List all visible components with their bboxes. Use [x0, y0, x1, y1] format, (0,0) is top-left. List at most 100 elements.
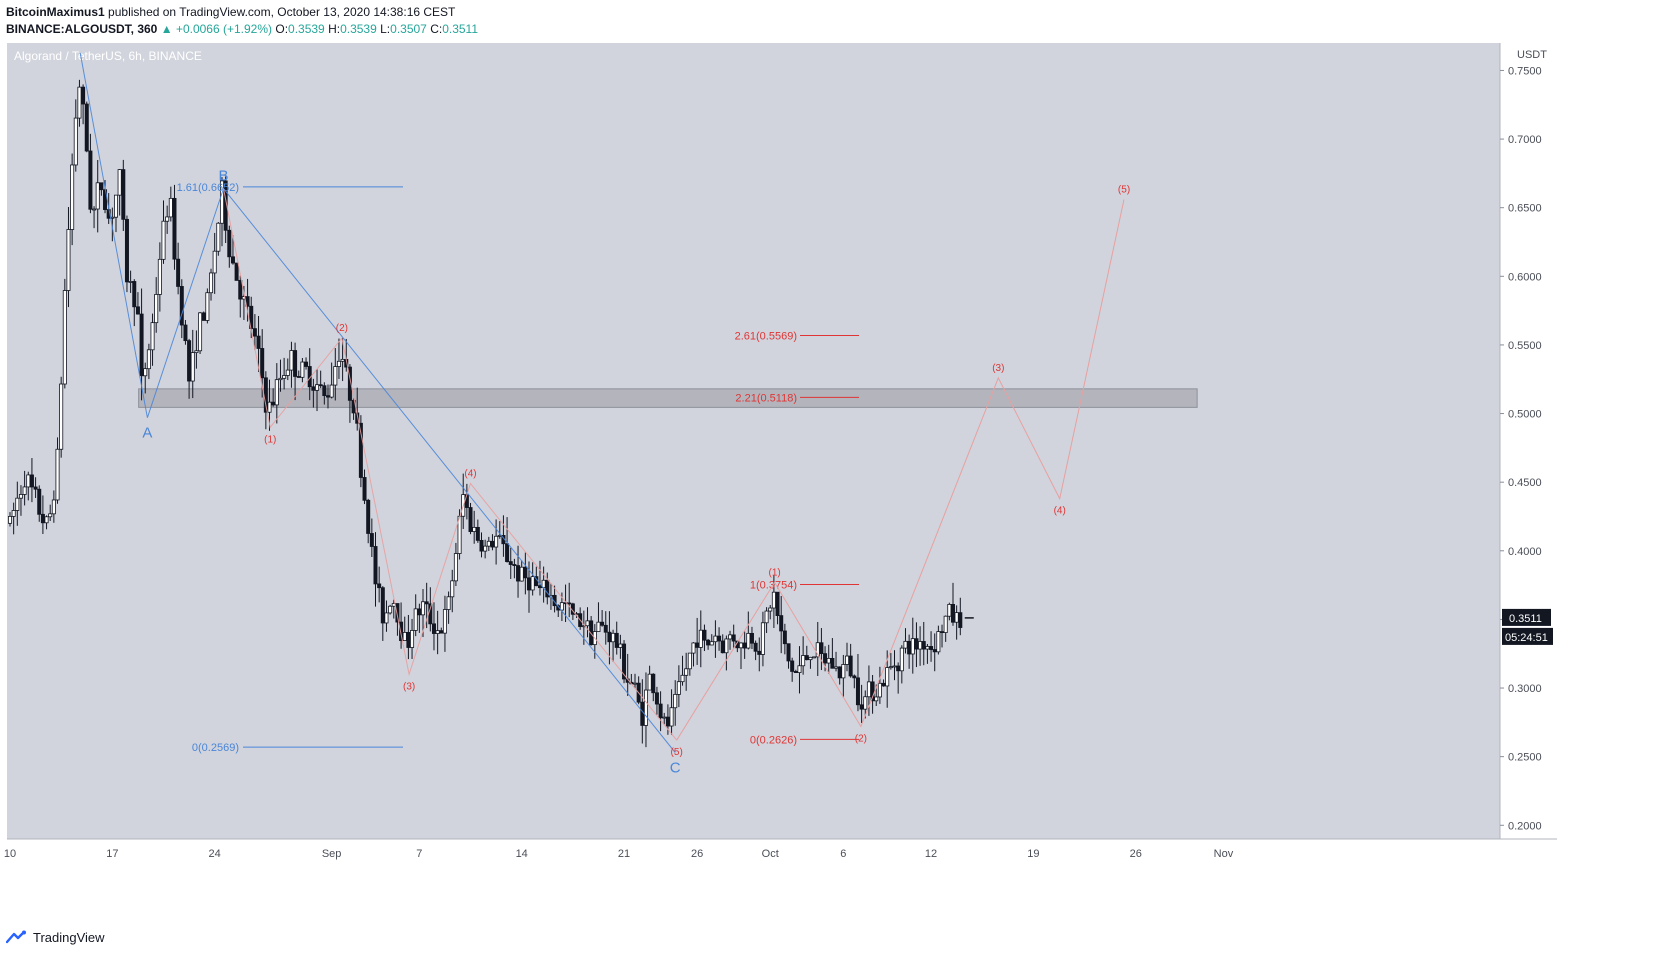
- low-label: L:: [380, 22, 391, 36]
- candle-body: [325, 395, 330, 398]
- candle-body: [746, 632, 751, 649]
- open-value: 0.3539: [288, 22, 325, 36]
- candle-body: [874, 696, 879, 702]
- candle-body: [29, 474, 34, 488]
- candle-body: [70, 164, 75, 230]
- candle-body: [819, 642, 824, 655]
- abc-wave-line: [79, 52, 676, 753]
- candle-body: [505, 543, 510, 562]
- x-tick-label: 14: [516, 848, 528, 860]
- candle-body: [801, 655, 806, 667]
- candle-body: [516, 565, 521, 582]
- candle-body: [18, 494, 23, 499]
- x-tick-label: 19: [1027, 848, 1039, 860]
- candle-body: [128, 281, 133, 283]
- wave-label: (2): [855, 733, 867, 744]
- candle-body: [241, 296, 246, 300]
- candle-body: [366, 499, 371, 534]
- candle-body: [523, 566, 528, 579]
- candle-body: [157, 258, 162, 295]
- candle-body: [165, 216, 170, 222]
- candle-body: [179, 286, 184, 326]
- candle-body: [790, 660, 795, 672]
- candle-body: [336, 360, 341, 367]
- candle-body: [717, 635, 722, 642]
- candle-body: [804, 655, 809, 661]
- candle-body: [227, 229, 232, 258]
- candle-body: [388, 605, 393, 614]
- open-label: O:: [275, 22, 289, 36]
- price-chart[interactable]: Algorand / TetherUS, 6h, BINANCE USDT 0.75…: [0, 40, 1657, 925]
- candle-body: [183, 324, 188, 342]
- candle-body: [742, 642, 747, 649]
- candle-body: [252, 328, 257, 337]
- candle-body: [490, 540, 495, 548]
- candle-body: [293, 350, 298, 377]
- candle-body: [614, 632, 619, 648]
- wave-label: A: [142, 425, 152, 442]
- candle-body: [519, 566, 524, 582]
- candle-body: [300, 361, 305, 378]
- y-tick-label: 0.2000: [1508, 820, 1542, 832]
- candle-body: [508, 561, 513, 565]
- candle-body: [885, 667, 890, 687]
- candle-body: [44, 516, 49, 524]
- candle-body: [651, 673, 656, 694]
- candle-body: [431, 623, 436, 634]
- x-tick-label: 21: [618, 848, 630, 860]
- candle-body: [442, 609, 447, 634]
- candle-body: [936, 631, 941, 653]
- candle-body: [643, 689, 648, 726]
- y-tick-label: 0.4500: [1508, 477, 1542, 489]
- candle-body: [739, 642, 744, 649]
- publish-info: published on TradingView.com, October 13…: [108, 5, 456, 19]
- candle-body: [15, 497, 20, 511]
- candle-body: [176, 258, 181, 287]
- candle-body: [260, 348, 265, 379]
- x-tick-label: 10: [4, 848, 16, 860]
- candle-body: [760, 622, 765, 655]
- candle-body: [289, 350, 294, 371]
- candle-body: [943, 615, 948, 633]
- y-tick-label: 0.5500: [1508, 340, 1542, 352]
- tradingview-logo-icon[interactable]: [6, 930, 28, 944]
- candle-body: [362, 477, 367, 501]
- x-tick-label: Nov: [1214, 848, 1234, 860]
- fib-level-label: 0(0.2569): [192, 742, 239, 754]
- candle-body: [154, 294, 159, 324]
- candle-body: [271, 401, 276, 406]
- wave-label: (3): [403, 681, 415, 692]
- candle-body: [395, 603, 400, 623]
- candle-body: [267, 401, 272, 413]
- candle-body: [212, 250, 217, 274]
- candle-body: [135, 306, 140, 315]
- candle-body: [37, 488, 42, 515]
- candle-body: [113, 194, 118, 218]
- candle-body: [62, 290, 67, 385]
- fib-level-label: 2.21(0.5118): [735, 392, 797, 404]
- candle-body: [662, 716, 667, 719]
- chart-area[interactable]: Algorand / TetherUS, 6h, BINANCE USDT 0.75…: [0, 40, 1657, 930]
- candle-body: [925, 646, 930, 650]
- candle-body: [230, 256, 235, 264]
- candle-body: [274, 379, 279, 406]
- candle-body: [282, 375, 287, 379]
- candle-body: [713, 635, 718, 643]
- footer-brand[interactable]: TradingView: [33, 929, 105, 945]
- y-tick-label: 0.3000: [1508, 683, 1542, 695]
- author-name[interactable]: BitcoinMaximus1: [6, 5, 105, 19]
- candle-body: [139, 313, 144, 377]
- price-axis-background: [1502, 43, 1557, 839]
- candle-body: [205, 292, 210, 321]
- candle-body: [421, 601, 426, 616]
- candle-body: [40, 513, 45, 524]
- candle-body: [48, 513, 53, 518]
- candle-body: [815, 642, 820, 658]
- candle-body: [888, 666, 893, 669]
- candle-body: [654, 692, 659, 705]
- candle-body: [483, 545, 488, 552]
- candle-body: [187, 340, 192, 382]
- candle-body: [669, 707, 674, 727]
- wave-label: B: [218, 167, 228, 184]
- price-change: +0.0066 (+1.92%): [175, 22, 273, 36]
